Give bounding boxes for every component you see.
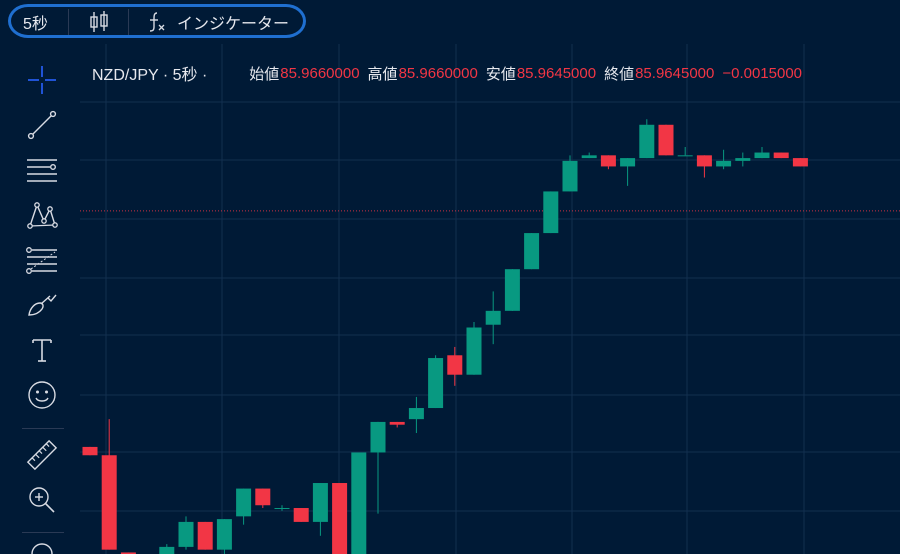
- candle-body: [716, 160, 732, 167]
- candle-body: [447, 355, 463, 375]
- toolbar-divider: [22, 532, 64, 533]
- fx-icon: [149, 12, 165, 32]
- candle-body: [524, 233, 540, 270]
- tool-emoji[interactable]: [20, 377, 64, 413]
- candle-body: [159, 546, 175, 554]
- candle-body: [255, 488, 271, 506]
- tool-crosshair[interactable]: [20, 62, 64, 98]
- candle-body: [312, 483, 328, 522]
- candle-body: [216, 519, 232, 550]
- tool-horizontal-lines[interactable]: [20, 152, 64, 188]
- candle-body: [562, 160, 578, 192]
- chart-pane[interactable]: [80, 44, 900, 554]
- candle-body: [197, 521, 213, 550]
- zoom-in-icon: [29, 487, 55, 513]
- pattern-icon: [27, 202, 58, 229]
- tool-fib-retracement[interactable]: [20, 242, 64, 278]
- candle-body: [620, 158, 636, 167]
- candle-body: [543, 191, 559, 234]
- tool-trend-line[interactable]: [20, 107, 64, 143]
- candle-body: [293, 508, 309, 522]
- candle-body: [677, 155, 693, 157]
- toolbar-separator: [68, 9, 69, 35]
- candle-body: [754, 152, 770, 159]
- candle-body: [658, 124, 674, 156]
- open-label: 始値: [249, 65, 280, 83]
- indicators-button[interactable]: インジケーター: [146, 10, 289, 34]
- candle-body: [101, 455, 117, 550]
- candle-body: [82, 446, 98, 456]
- tool-text[interactable]: [20, 332, 64, 368]
- text-icon: [32, 339, 52, 362]
- tool-ruler[interactable]: [20, 437, 64, 473]
- candle-body: [773, 152, 789, 159]
- candle-body: [735, 158, 751, 161]
- magnet-icon: [31, 543, 53, 554]
- symbol-title: NZD/JPY · 5秒 ·: [92, 67, 208, 84]
- low-label: 安値: [485, 65, 516, 83]
- candle-body: [351, 452, 367, 554]
- candle-body: [236, 488, 252, 517]
- horizontal-lines-icon: [27, 159, 57, 182]
- low-value: 85.9645000: [516, 64, 597, 82]
- candle-body: [485, 310, 501, 325]
- change-value: −0.0015000: [722, 64, 803, 82]
- ohlc-legend: NZD/JPY · 5秒 · 始値 85.9660000 高値 85.96600…: [92, 62, 810, 85]
- top-toolbar: 5秒 インジケーター: [0, 0, 900, 44]
- candle-body: [120, 552, 136, 554]
- candlestick-icon: [90, 11, 108, 32]
- candle-body: [332, 483, 348, 554]
- candle-body: [428, 358, 444, 409]
- candle-body: [639, 124, 655, 159]
- candle-body: [274, 508, 290, 510]
- candlestick-chart: [80, 44, 900, 554]
- emoji-icon: [28, 381, 56, 409]
- indicators-label: インジケーター: [177, 16, 290, 33]
- candle-body: [581, 155, 597, 159]
- candle-body: [178, 521, 194, 547]
- candle-body: [408, 408, 424, 420]
- candle-body: [504, 269, 520, 311]
- tool-pattern[interactable]: [20, 197, 64, 233]
- close-value: 85.9645000: [635, 64, 715, 82]
- brush-icon: [28, 294, 57, 316]
- candle-body: [600, 155, 616, 167]
- candle-body: [792, 158, 808, 167]
- chart-type-button[interactable]: [88, 10, 110, 34]
- interval-button[interactable]: 5秒: [23, 10, 48, 34]
- high-label: 高値: [367, 65, 398, 83]
- toolbar-divider: [22, 428, 64, 429]
- tool-brush[interactable]: [20, 287, 64, 323]
- toolbar-separator: [128, 9, 129, 35]
- drawing-toolbar: [0, 44, 80, 554]
- candle-body: [466, 327, 482, 375]
- open-value: 85.9660000: [280, 64, 360, 82]
- fib-retracement-icon: [26, 247, 57, 274]
- candle-body: [696, 155, 712, 167]
- close-label: 終値: [604, 65, 635, 83]
- candle-body: [389, 421, 405, 425]
- high-value: 85.9660000: [398, 64, 478, 82]
- tool-zoom-in[interactable]: [20, 482, 64, 518]
- candle-body: [370, 421, 386, 453]
- crosshair-icon: [28, 66, 56, 94]
- ruler-icon: [26, 439, 58, 471]
- trend-line-icon: [27, 110, 57, 140]
- interval-label: 5秒: [23, 16, 48, 33]
- tool-magnet[interactable]: [20, 538, 64, 554]
